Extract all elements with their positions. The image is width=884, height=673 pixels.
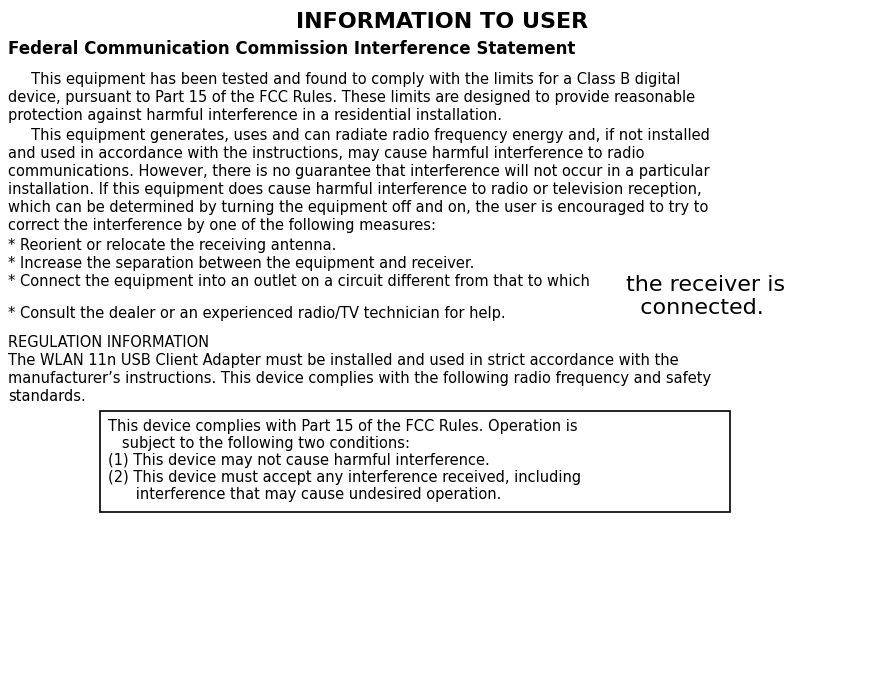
Text: manufacturer’s instructions. This device complies with the following radio frequ: manufacturer’s instructions. This device… bbox=[8, 371, 711, 386]
Text: * Consult the dealer or an experienced radio/TV technician for help.: * Consult the dealer or an experienced r… bbox=[8, 306, 506, 321]
Text: INFORMATION TO USER: INFORMATION TO USER bbox=[296, 12, 588, 32]
Text: REGULATION INFORMATION: REGULATION INFORMATION bbox=[8, 334, 210, 350]
Text: communications. However, there is no guarantee that interference will not occur : communications. However, there is no gua… bbox=[8, 164, 710, 179]
Text: * Connect the equipment into an outlet on a circuit different from that to which: * Connect the equipment into an outlet o… bbox=[8, 274, 595, 289]
Text: standards.: standards. bbox=[8, 389, 86, 404]
Text: protection against harmful interference in a residential installation.: protection against harmful interference … bbox=[8, 108, 502, 123]
Text: device, pursuant to Part 15 of the FCC Rules. These limits are designed to provi: device, pursuant to Part 15 of the FCC R… bbox=[8, 90, 695, 105]
Text: * Reorient or relocate the receiving antenna.: * Reorient or relocate the receiving ant… bbox=[8, 238, 337, 253]
Text: This equipment has been tested and found to comply with the limits for a Class B: This equipment has been tested and found… bbox=[8, 72, 681, 87]
Text: the receiver is
  connected.: the receiver is connected. bbox=[626, 275, 785, 318]
Bar bbox=[100, 411, 730, 511]
Text: subject to the following two conditions:: subject to the following two conditions: bbox=[108, 436, 410, 451]
Text: The WLAN 11n USB Client Adapter must be installed and used in strict accordance : The WLAN 11n USB Client Adapter must be … bbox=[8, 353, 679, 368]
Text: correct the interference by one of the following measures:: correct the interference by one of the f… bbox=[8, 218, 436, 233]
Text: which can be determined by turning the equipment off and on, the user is encoura: which can be determined by turning the e… bbox=[8, 200, 708, 215]
Text: and used in accordance with the instructions, may cause harmful interference to : and used in accordance with the instruct… bbox=[8, 146, 644, 161]
Text: Federal Communication Commission Interference Statement: Federal Communication Commission Interfe… bbox=[8, 40, 575, 58]
Text: (2) This device must accept any interference received, including: (2) This device must accept any interfer… bbox=[108, 470, 581, 485]
Text: interference that may cause undesired operation.: interference that may cause undesired op… bbox=[108, 487, 501, 502]
Text: (1) This device may not cause harmful interference.: (1) This device may not cause harmful in… bbox=[108, 453, 490, 468]
Text: This device complies with Part 15 of the FCC Rules. Operation is: This device complies with Part 15 of the… bbox=[108, 419, 577, 434]
Text: This equipment generates, uses and can radiate radio frequency energy and, if no: This equipment generates, uses and can r… bbox=[8, 128, 710, 143]
Text: * Increase the separation between the equipment and receiver.: * Increase the separation between the eq… bbox=[8, 256, 475, 271]
Text: installation. If this equipment does cause harmful interference to radio or tele: installation. If this equipment does cau… bbox=[8, 182, 702, 197]
